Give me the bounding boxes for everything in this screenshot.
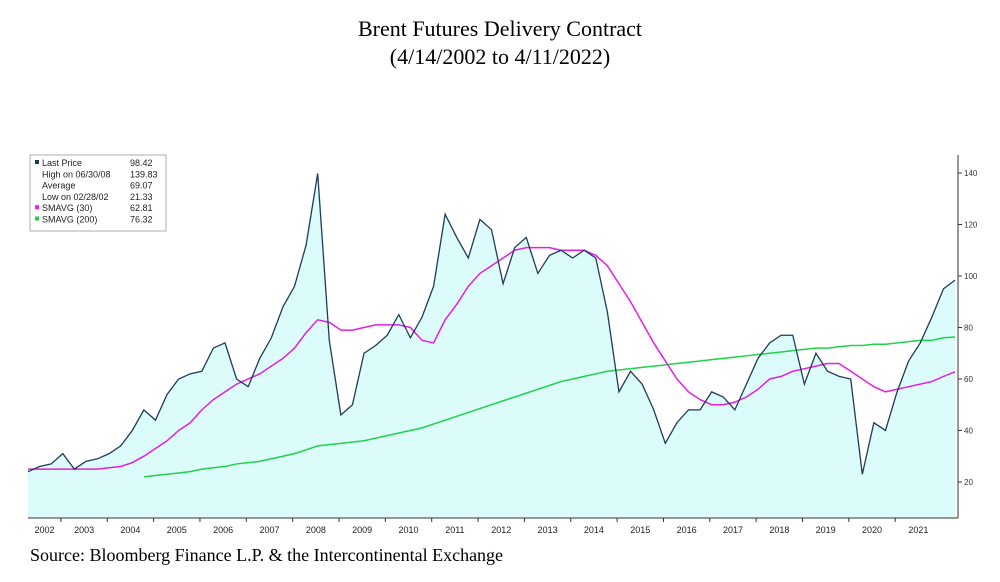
series-line	[143, 336, 956, 478]
series-line	[27, 173, 956, 475]
y-tick-label: 60	[964, 375, 973, 384]
x-tick-label: 2021	[908, 525, 928, 535]
legend-value: 69.07	[130, 181, 153, 191]
y-tick-label: 80	[964, 323, 973, 332]
source: Source: Bloomberg Finance L.P. & the Int…	[30, 545, 503, 565]
legend-label: Low on 02/28/02	[42, 192, 109, 202]
x-tick-label: 2012	[491, 525, 511, 535]
x-tick-label: 2009	[352, 525, 372, 535]
x-tick-label: 2016	[677, 525, 697, 535]
y-tick-label: 100	[964, 272, 978, 281]
legend-label: High on 06/30/08	[42, 169, 111, 179]
y-tick-label: 140	[964, 169, 978, 178]
legend-value: 21.33	[130, 192, 153, 202]
x-tick-label: 2019	[816, 525, 836, 535]
legend-value: 62.81	[130, 203, 153, 213]
legend-box	[29, 154, 167, 232]
chart-title: Brent Futures Delivery Contract	[358, 16, 642, 41]
x-tick-label: 2003	[74, 525, 94, 535]
x-tick-label: 2015	[630, 525, 650, 535]
legend-value: 98.42	[130, 158, 153, 168]
x-tick-label: 2010	[399, 525, 419, 535]
y-tick-label: 20	[964, 478, 973, 487]
x-tick-label: 2006	[213, 525, 233, 535]
x-tick-label: 2008	[306, 525, 326, 535]
x-tick-label: 2002	[34, 525, 54, 535]
legend-label: Last Price	[42, 158, 82, 168]
price-area	[28, 173, 955, 518]
legend-value: 76.32	[130, 215, 153, 225]
chart-subtitle: (4/14/2002 to 4/11/2022)	[390, 44, 610, 69]
x-tick-label: 2017	[723, 525, 743, 535]
legend-label: SMAVG (200)	[42, 215, 97, 225]
legend-label: SMAVG (30)	[42, 203, 92, 213]
x-tick-label: 2007	[259, 525, 279, 535]
x-tick-label: 2013	[538, 525, 558, 535]
legend: Last Price 98.42 High on 06/30/08 139.83 Ave…	[29, 154, 167, 232]
x-tick-label: 2018	[769, 525, 789, 535]
x-tick-label: 2005	[167, 525, 187, 535]
x-tick-label: 2011	[445, 525, 464, 535]
y-tick-label: 40	[964, 426, 973, 435]
x-tick-label: 2004	[120, 525, 140, 535]
legend-swatch	[35, 205, 39, 210]
legend-label: Average	[42, 181, 75, 191]
legend-swatch	[35, 216, 39, 221]
legend-value: 139.83	[130, 169, 158, 179]
legend-swatch	[35, 160, 39, 164]
y-tick-label: 120	[964, 221, 978, 230]
x-tick-label: 2020	[862, 525, 882, 535]
x-tick-label: 2014	[584, 525, 604, 535]
